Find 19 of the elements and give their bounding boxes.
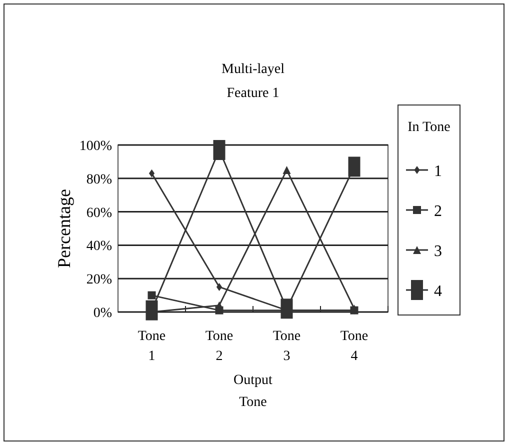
legend-label: 4	[434, 283, 442, 300]
y-axis-title: Percentage	[54, 189, 74, 268]
y-tick-label: 100%	[79, 139, 112, 154]
x-tick-label: Tone 2	[205, 329, 234, 364]
chart-title: Multi-layel	[222, 62, 285, 77]
y-tick-label: 80%	[86, 172, 112, 188]
y-tick-label: 20%	[86, 272, 112, 288]
chart-subtitle: Feature 1	[226, 86, 280, 101]
y-tick-label: 60%	[86, 206, 112, 221]
x-axis-title: Output Tone	[234, 373, 273, 410]
x-tick-label: Tone 3	[272, 329, 301, 364]
x-tick-label: Tone 1	[138, 329, 166, 364]
legend-title: In Tone	[408, 120, 450, 135]
y-tick-label: 0%	[93, 306, 112, 321]
legend-label: 3	[434, 243, 442, 260]
y-tick-label: 40%	[86, 239, 112, 254]
legend-label: 1	[434, 163, 442, 180]
x-tick-label: Tone 4	[340, 329, 368, 364]
legend-label: 2	[434, 203, 442, 220]
